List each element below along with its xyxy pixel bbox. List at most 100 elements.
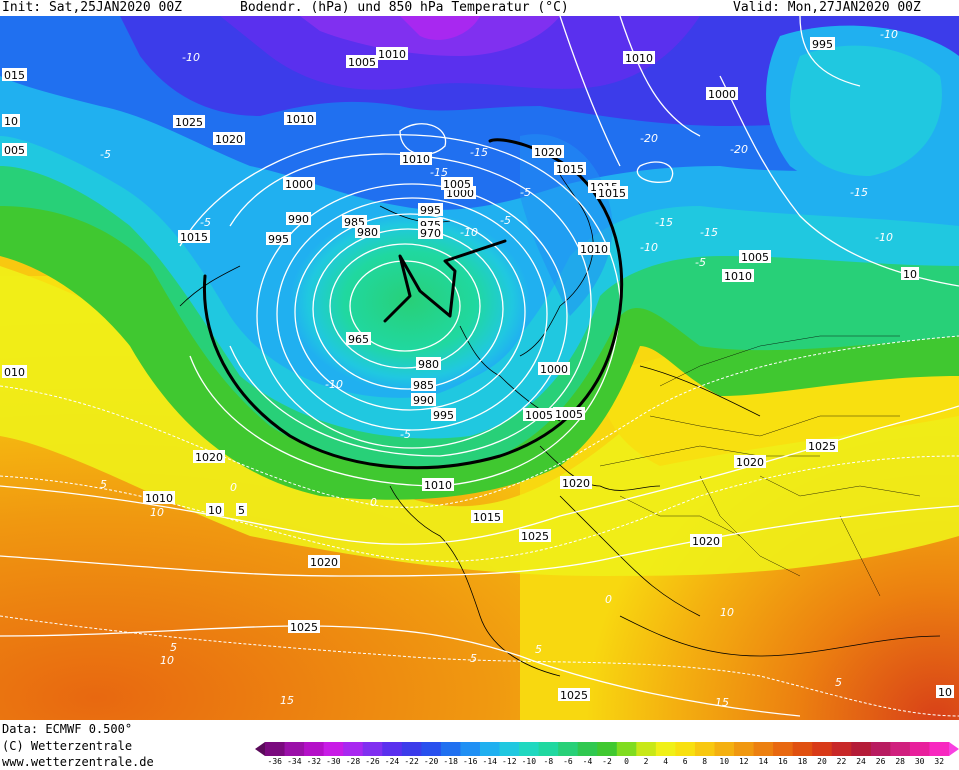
isobar-label: 1020 <box>734 455 766 469</box>
isobar-value: 980 <box>357 226 378 239</box>
isobar-label: 1000 <box>538 362 570 376</box>
isotherm-label: -5 <box>500 214 511 227</box>
isobar-label: 5 <box>236 503 247 517</box>
isotherm-label: -15 <box>850 186 868 199</box>
isobar-label: 990 <box>411 393 436 407</box>
isobar-label: 1005 <box>523 408 555 422</box>
isobar-value: 1010 <box>286 113 314 126</box>
scale-swatch <box>851 742 872 756</box>
isobar-value: 995 <box>268 233 289 246</box>
isotherm-label: 15 <box>280 694 294 707</box>
scale-swatch <box>636 742 657 756</box>
scale-tick-label: -12 <box>502 757 517 766</box>
isobar-value: 10 <box>938 686 952 699</box>
scale-tick-label: -32 <box>306 757 322 766</box>
isotherm-label: -5 <box>100 148 111 161</box>
isotherm-label: 5 <box>535 643 542 656</box>
scale-tick-label: -18 <box>443 757 458 766</box>
isobar-value: 1000 <box>446 187 474 200</box>
scale-swatch <box>304 742 325 756</box>
scale-swatch <box>362 742 383 756</box>
isobar-value: 1010 <box>402 153 430 166</box>
scale-swatch <box>323 742 344 756</box>
isobar-value: 1025 <box>290 621 318 634</box>
scale-swatch <box>558 742 579 756</box>
scale-tick-label: 22 <box>836 757 847 766</box>
scale-tick-label: 0 <box>624 757 629 766</box>
isobar-label: 015 <box>2 68 27 82</box>
isobar-label: 990 <box>286 212 311 226</box>
scale-swatch <box>499 742 520 756</box>
isobar-value: 1005 <box>525 409 553 422</box>
scale-tick-label: -4 <box>582 757 593 766</box>
temperature-field <box>0 16 959 720</box>
map-title: Bodendr. (hPa) und 850 hPa Temperatur (°… <box>240 0 569 15</box>
isobar-value: 990 <box>288 213 309 226</box>
isotherm-label: -10 <box>460 226 478 239</box>
isotherm-label: -15 <box>655 216 673 229</box>
scale-tick-label: -20 <box>423 757 439 766</box>
isotherm-label: -20 <box>640 132 658 145</box>
isobar-value: 10 <box>903 268 917 281</box>
scale-swatch <box>284 742 305 756</box>
isobar-label: 1020 <box>308 555 340 569</box>
isobar-value: 1015 <box>180 231 208 244</box>
isobar-value: 1025 <box>521 530 549 543</box>
isobar-value: 1000 <box>540 363 568 376</box>
scale-swatch <box>519 742 540 756</box>
isobar-value: 1010 <box>145 492 173 505</box>
isobar-value: 1005 <box>443 178 471 191</box>
isotherm-label: -10 <box>182 51 200 64</box>
isobar-value: 965 <box>348 333 369 346</box>
isobar-value: 1020 <box>215 133 243 146</box>
isobar-label: 1020 <box>213 132 245 146</box>
scale-swatch <box>440 742 461 756</box>
isobar-label: 1010 <box>143 491 175 505</box>
isotherm-label: 5 <box>470 652 477 665</box>
isobar-value: 1020 <box>736 456 764 469</box>
isotherm-label: -5 <box>520 186 531 199</box>
scale-swatch <box>734 742 755 756</box>
scale-tick-label: -24 <box>384 757 400 766</box>
scale-tick-label: -34 <box>287 757 302 766</box>
scale-tick-label: 14 <box>758 757 769 766</box>
scale-swatch <box>265 742 286 756</box>
scale-tick-label: 6 <box>682 757 688 766</box>
isobar-value: 1005 <box>348 56 376 69</box>
isobar-label: 1005 <box>346 55 378 69</box>
isobar-label: 1005 <box>441 177 473 191</box>
isotherm-label: 0 <box>605 593 612 606</box>
isobar-label: 985 <box>411 378 436 392</box>
source-url: www.wetterzentrale.de <box>2 755 154 769</box>
isotherm-label: -20 <box>730 143 748 156</box>
scale-tick-label: 12 <box>738 757 749 766</box>
isobar-label: 980 <box>355 225 380 239</box>
isotherm-label: -5 <box>695 256 706 269</box>
isobar-value: 1025 <box>560 689 588 702</box>
scale-swatch <box>714 742 735 756</box>
isobar-label: 1010 <box>400 152 432 166</box>
isobar-value: 970 <box>420 227 441 240</box>
isotherm-label: 10 <box>720 606 734 619</box>
isobar-label: 1015 <box>471 510 503 524</box>
scale-tick-label: -26 <box>365 757 380 766</box>
isotherm-label: -5 <box>400 428 411 441</box>
scale-swatch <box>773 742 794 756</box>
isobar-value: 1020 <box>195 451 223 464</box>
scale-swatch <box>890 742 911 756</box>
isobar-label: 1000 <box>283 177 315 191</box>
isobar-value: 1005 <box>741 251 769 264</box>
scale-tick-label: 24 <box>856 757 866 766</box>
isobar-label: 10 <box>936 685 954 699</box>
isobar-value: 1015 <box>473 511 501 524</box>
isobar-label: 1025 <box>288 620 320 634</box>
isobar-value: 985 <box>413 379 434 392</box>
weather-map: 1005 1010 1010 995 015 10 1025 1020 1010 005 1010 1… <box>0 16 959 720</box>
isobar-label: 1010 <box>284 112 316 126</box>
valid-time: Valid: Mon,27JAN2020 00Z <box>733 0 921 15</box>
isotherm-label: -10 <box>640 241 658 254</box>
data-source: Data: ECMWF 0.500° <box>2 722 133 736</box>
scale-swatch <box>421 742 442 756</box>
scale-tick-label: -6 <box>563 757 573 766</box>
